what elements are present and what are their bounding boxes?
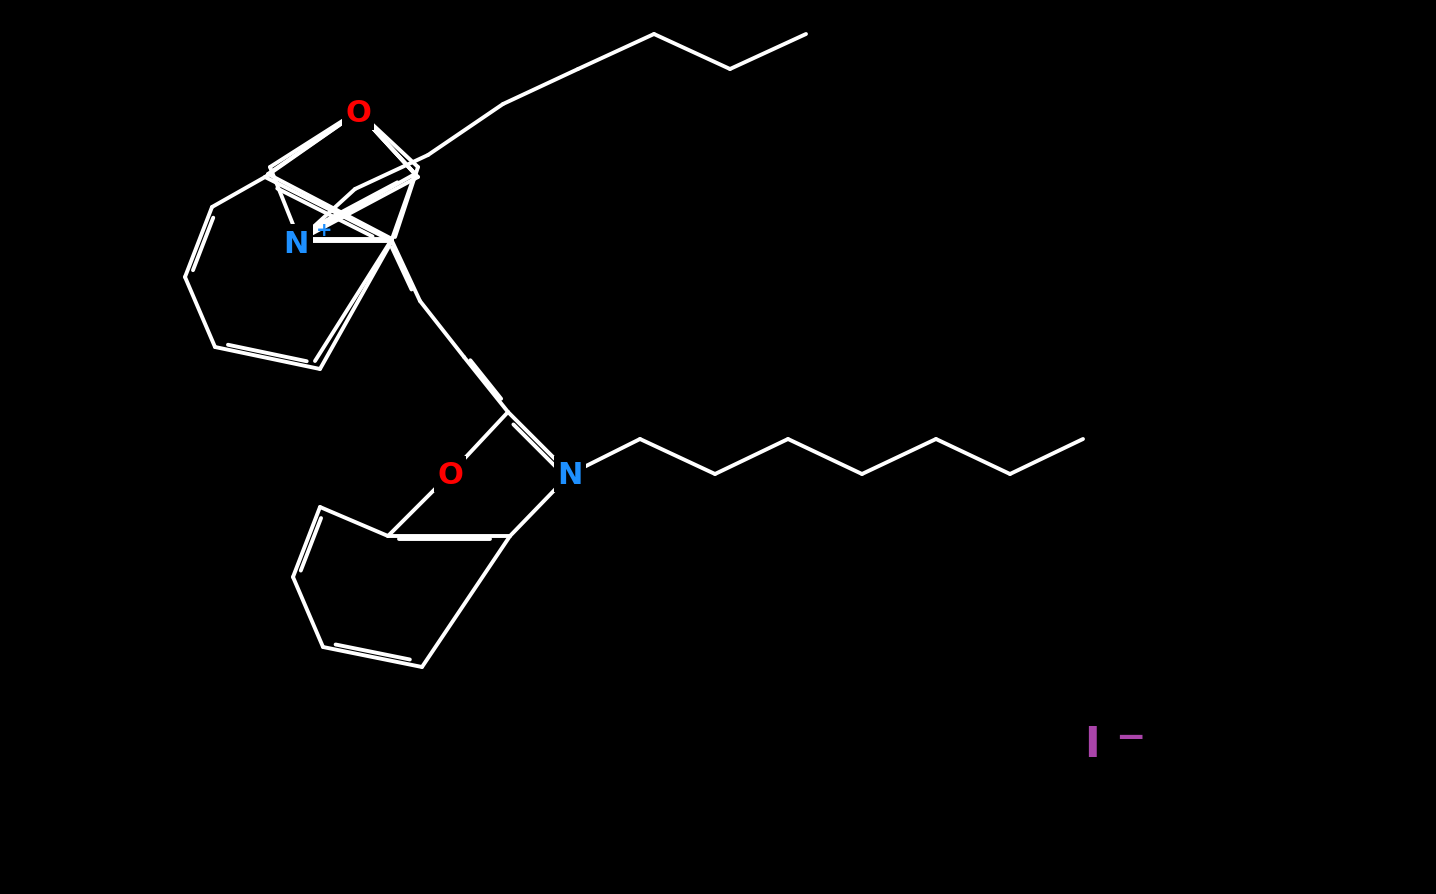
Text: N: N [557,460,583,489]
Text: O: O [345,98,370,127]
Text: +: + [316,220,333,240]
Text: N: N [283,229,309,258]
Text: I: I [1084,723,1100,765]
Text: O: O [437,460,462,489]
Text: −: − [1114,721,1146,755]
